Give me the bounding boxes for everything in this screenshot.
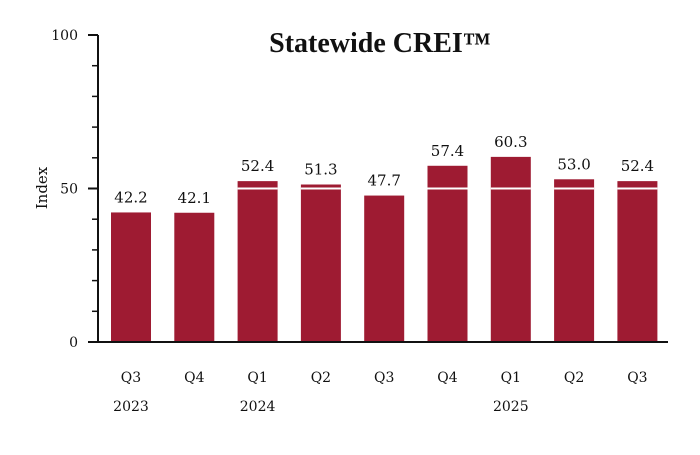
x-tick-label: Q2: [564, 370, 584, 386]
x-tick-label: Q4: [437, 370, 457, 386]
data-label: 52.4: [241, 157, 274, 175]
bar: [300, 184, 341, 342]
x-tick-label: Q3: [627, 370, 647, 386]
x-tick-label: Q1: [501, 370, 521, 386]
data-label: 57.4: [431, 142, 464, 160]
bar: [364, 195, 405, 342]
axis-layer: [88, 34, 668, 343]
y-tick-label: 100: [51, 28, 78, 44]
x-tick-label: Q3: [374, 370, 394, 386]
x-tick-label: Q2: [311, 370, 331, 386]
data-label: 42.1: [178, 189, 211, 207]
x-tick-label: Q4: [184, 370, 204, 386]
y-tick-label: 50: [60, 182, 78, 198]
data-label: 51.3: [304, 161, 337, 179]
x-tick-label: Q1: [247, 370, 267, 386]
bar: [617, 181, 658, 342]
bar: [427, 165, 468, 342]
y-tick-label: 0: [69, 335, 78, 351]
data-label: 52.4: [621, 157, 654, 175]
data-label: 47.7: [367, 172, 400, 190]
chart-title: Statewide CREI™: [269, 28, 491, 59]
bars-layer: [111, 156, 658, 342]
bar: [554, 179, 595, 342]
year-label: 2023: [113, 399, 149, 415]
bar: [490, 156, 531, 342]
bar: [111, 212, 151, 342]
data-label: 53.0: [557, 155, 590, 173]
labels-layer: 42.2 Q3 42.1 Q4 52.4 Q1 51.3 Q2 47.7 Q3 57.4 Q4 60.3…: [51, 28, 654, 415]
x-tick-label: Q3: [121, 370, 141, 386]
bar: [174, 212, 215, 342]
data-label: 60.3: [494, 133, 527, 151]
y-axis-label: Index: [33, 166, 51, 209]
data-label: 42.2: [114, 188, 147, 206]
year-label: 2024: [240, 399, 276, 415]
year-label: 2025: [493, 399, 529, 415]
bar: [237, 181, 278, 342]
